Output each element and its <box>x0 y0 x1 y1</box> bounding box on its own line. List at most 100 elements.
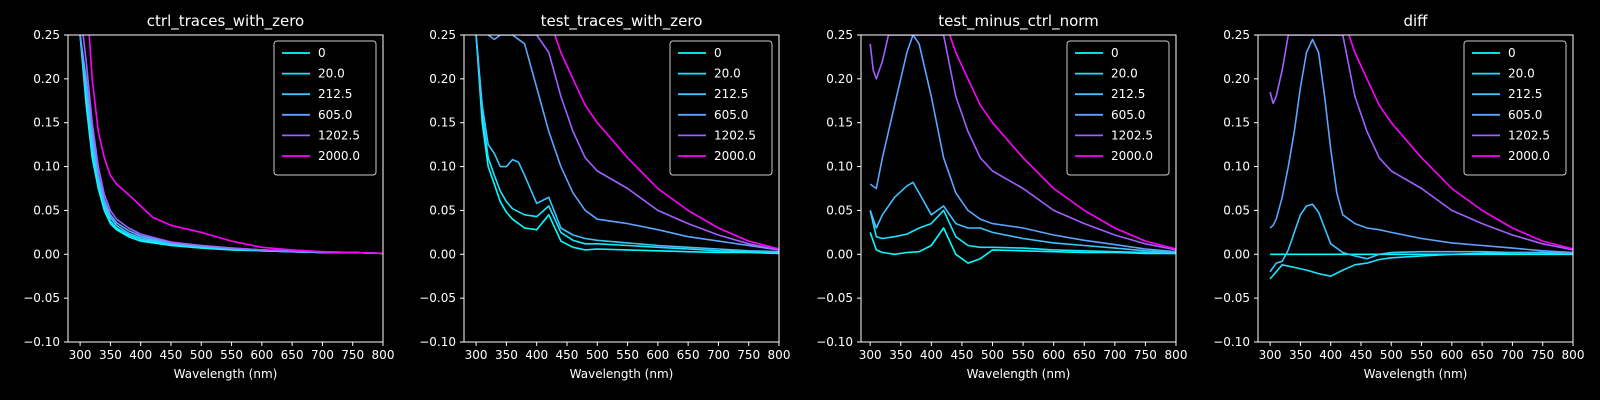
y-tick-label: 0.05 <box>826 203 853 217</box>
series-line-20-0 <box>869 209 1176 255</box>
y-tick-label: 0.05 <box>33 203 60 217</box>
x-tick-label: 650 <box>1073 348 1096 362</box>
y-tick-label: 0.10 <box>826 160 853 174</box>
x-tick-label: 700 <box>1501 348 1524 362</box>
x-axis-label: Wavelength (nm) <box>174 367 278 381</box>
legend: 0 20.0 212.5 605.0 1202.5 2000.0 <box>1463 40 1567 176</box>
x-tick-label: 300 <box>859 348 882 362</box>
x-tick-label: 300 <box>465 348 488 362</box>
series-line-2000-0 <box>88 35 383 255</box>
series-lines <box>869 35 1176 264</box>
x-tick-label: 500 <box>981 348 1004 362</box>
legend-label: 605.0 <box>714 108 748 122</box>
legend-label: 0 <box>714 46 722 60</box>
x-tick-label: 550 <box>1410 348 1433 362</box>
series-line-0 <box>869 227 1176 264</box>
legend-label: 0 <box>318 46 326 60</box>
legend-label: 212.5 <box>714 87 748 101</box>
x-tick-label: 400 <box>525 348 548 362</box>
y-tick-label: 0.10 <box>429 160 456 174</box>
x-tick-label: 700 <box>707 348 730 362</box>
x-axis-label: Wavelength (nm) <box>1364 367 1468 381</box>
x-tick-label: 350 <box>99 348 122 362</box>
chart-title: test_traces_with_zero <box>541 12 703 31</box>
legend-label: 1202.5 <box>714 128 756 142</box>
series-line-20-0 <box>475 35 779 254</box>
x-tick-label: 550 <box>1012 348 1035 362</box>
x-tick-label: 350 <box>495 348 518 362</box>
axes-frame <box>67 34 384 343</box>
y-tick-label: 0.05 <box>1223 203 1250 217</box>
axes-frame <box>1257 34 1574 343</box>
y-tick-label: −0.05 <box>1213 291 1250 305</box>
legend-label: 2000.0 <box>1508 149 1550 163</box>
x-tick-label: 350 <box>1289 348 1312 362</box>
x-tick-label: 400 <box>1319 348 1342 362</box>
y-tick-label: −0.10 <box>816 335 853 349</box>
y-tick-label: 0.20 <box>429 72 456 86</box>
axes-frame <box>463 34 780 343</box>
y-tick-label: −0.05 <box>23 291 60 305</box>
x-tick-label: 550 <box>220 348 243 362</box>
legend: 0 20.0 212.5 605.0 1202.5 2000.0 <box>1066 40 1170 176</box>
x-tick-label: 750 <box>341 348 364 362</box>
x-tick-label: 750 <box>1134 348 1157 362</box>
x-axis-label: Wavelength (nm) <box>570 367 674 381</box>
series-line-1202-5 <box>521 35 779 251</box>
y-tick-label: 0.15 <box>826 116 853 130</box>
y-tick-label: 0.15 <box>1223 116 1250 130</box>
series-line-212-5 <box>1269 203 1573 273</box>
x-tick-label: 800 <box>1562 348 1585 362</box>
chart-panel-2: test_traces_with_zero 300 350 400 450 500 550 6… <box>419 12 790 381</box>
x-tick-label: 550 <box>616 348 639 362</box>
x-tick-label: 600 <box>646 348 669 362</box>
y-tick-label: 0.25 <box>1223 28 1250 42</box>
series-line-605-0 <box>79 35 383 255</box>
series-line-20-0 <box>1269 251 1573 280</box>
y-tick-label: 0.00 <box>826 247 853 261</box>
series-line-1202-5 <box>1269 35 1573 251</box>
legend-label: 1202.5 <box>1508 128 1550 142</box>
legend-label: 605.0 <box>1508 108 1542 122</box>
series-line-2000-0 <box>1348 35 1573 250</box>
series-line-605-0 <box>487 35 779 251</box>
legend-label: 2000.0 <box>318 149 360 163</box>
y-tick-label: 0.20 <box>33 72 60 86</box>
x-tick-label: 800 <box>768 348 791 362</box>
x-tick-label: 450 <box>160 348 183 362</box>
y-tick-label: −0.05 <box>419 291 456 305</box>
x-tick-label: 450 <box>950 348 973 362</box>
x-tick-label: 500 <box>586 348 609 362</box>
y-tick-label: 0.25 <box>826 28 853 42</box>
y-tick-label: −0.10 <box>419 335 456 349</box>
y-tick-label: 0.10 <box>1223 160 1250 174</box>
x-tick-label: 800 <box>372 348 395 362</box>
x-tick-label: 600 <box>250 348 273 362</box>
chart-panel-1: ctrl_traces_with_zero 300 350 400 450 500 550 6… <box>23 12 394 381</box>
x-tick-label: 600 <box>1042 348 1065 362</box>
legend-label: 20.0 <box>714 67 741 81</box>
x-axis-label: Wavelength (nm) <box>967 367 1071 381</box>
legend-label: 2000.0 <box>1111 149 1153 163</box>
y-tick-label: −0.10 <box>1213 335 1250 349</box>
legend: 0 20.0 212.5 605.0 1202.5 2000.0 <box>273 40 377 176</box>
series-line-212-5 <box>475 35 779 253</box>
legend-label: 0 <box>1508 46 1516 60</box>
legend-label: 20.0 <box>1111 67 1138 81</box>
legend-label: 1202.5 <box>318 128 360 142</box>
x-tick-label: 700 <box>311 348 334 362</box>
series-line-2000-0 <box>554 35 779 250</box>
legend-label: 1202.5 <box>1111 128 1153 142</box>
legend-label: 20.0 <box>1508 67 1535 81</box>
series-lines <box>79 35 383 255</box>
legend-label: 605.0 <box>1111 108 1145 122</box>
x-tick-label: 450 <box>1350 348 1373 362</box>
x-tick-label: 500 <box>1380 348 1403 362</box>
x-tick-label: 400 <box>129 348 152 362</box>
x-tick-label: 300 <box>69 348 92 362</box>
y-tick-label: 0.15 <box>33 116 60 130</box>
legend-label: 212.5 <box>1111 87 1145 101</box>
x-tick-label: 300 <box>1259 348 1282 362</box>
legend-label: 2000.0 <box>714 149 756 163</box>
chart-title: test_minus_ctrl_norm <box>938 12 1099 31</box>
